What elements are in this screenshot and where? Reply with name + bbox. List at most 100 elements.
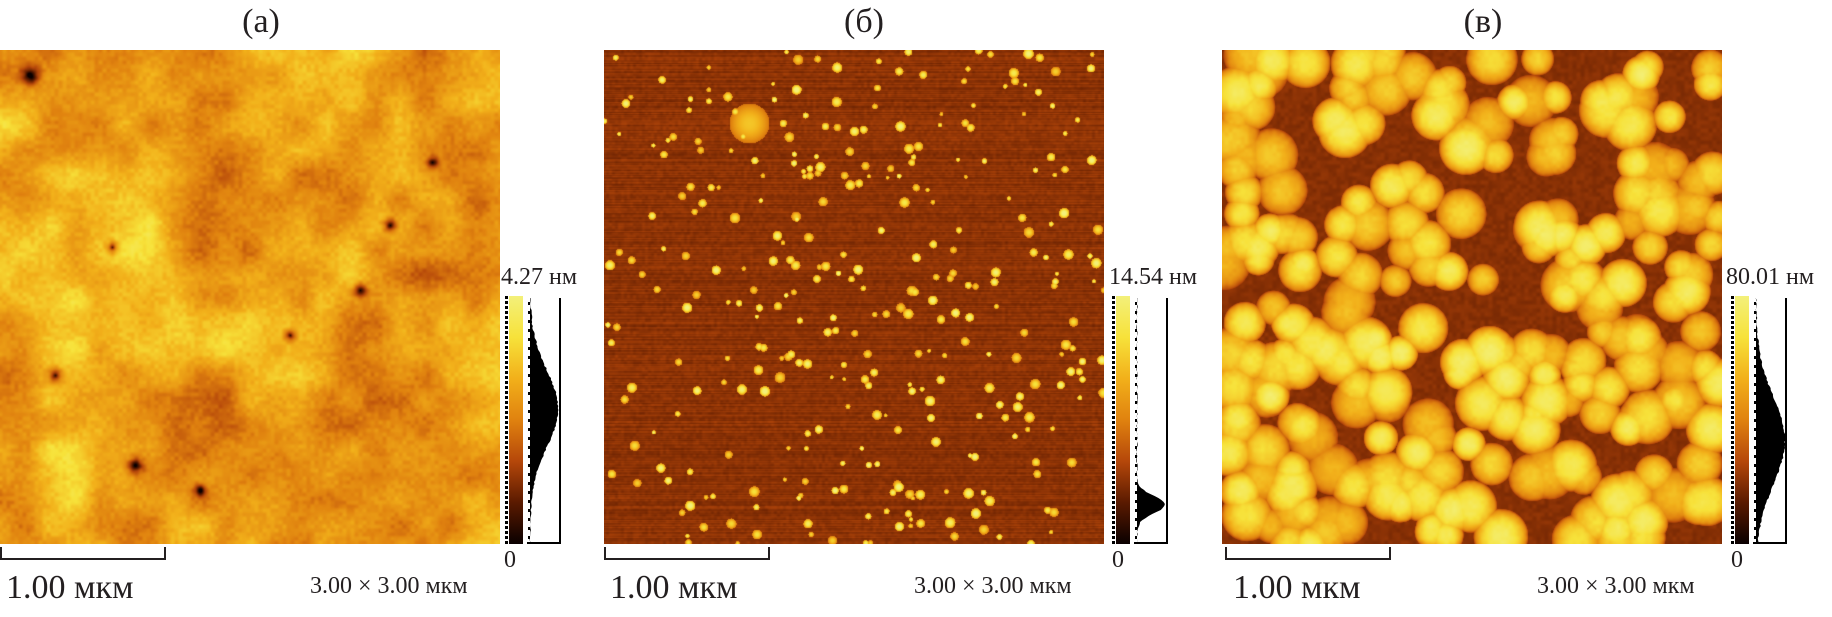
histogram-dot [528,410,530,413]
histogram-dot [1754,518,1756,521]
colorbar-max-label: 80.01 нм [1726,264,1814,290]
histogram-dot [528,518,530,521]
histogram-dot [1754,428,1756,431]
panel-label: (в) [1443,2,1523,42]
histogram-dot [1135,536,1137,539]
panel-label: (а) [221,2,301,42]
scan-size-label: 3.00 × 3.00 мкм [1537,572,1695,600]
histogram-dot [1754,455,1756,458]
panel-label: (б) [824,2,904,42]
scan-size-label: 3.00 × 3.00 мкм [914,572,1072,600]
histogram-area [1136,298,1165,544]
histogram-dot [1754,302,1756,305]
histogram-dot [528,302,530,305]
histogram-dot [528,419,530,422]
histogram-dot [528,347,530,350]
histogram-dot [1754,356,1756,359]
histogram-dot [1135,437,1137,440]
histogram-dot [528,482,530,485]
histogram-dot [528,356,530,359]
histogram-dot [528,437,530,440]
histogram-dot [1135,509,1137,512]
histogram-dot [1135,473,1137,476]
colorbar [1735,296,1749,544]
histogram-dot [1135,500,1137,503]
histogram-dot [528,464,530,467]
colorbar [509,296,523,544]
histogram-dot [528,473,530,476]
histogram-dot [1135,392,1137,395]
histogram-dot [1135,518,1137,521]
colorbar-min-label: 0 [1731,547,1743,573]
histogram-dot [528,527,530,530]
histogram-area [1756,298,1786,544]
colorbar-ticks [1112,296,1115,544]
histogram-dot [1754,464,1756,467]
histogram-dot [1135,419,1137,422]
histogram-dot [528,491,530,494]
histogram-dot [1754,338,1756,341]
colorbar-min-label: 0 [504,547,516,573]
scan-size-label: 3.00 × 3.00 мкм [310,572,468,600]
histogram-dot [1135,374,1137,377]
histogram-dot [1135,356,1137,359]
histogram-dot [528,320,530,323]
panel-a: (а) 4.27 нм 0 1.00 мкм 3.00 × 3.00 мкм [0,0,600,617]
histogram-dot [1135,320,1137,323]
histogram-dot [1754,491,1756,494]
histogram-dot [1754,365,1756,368]
histogram-dot [1135,482,1137,485]
histogram-dot [1135,383,1137,386]
histogram-dot [1754,536,1756,539]
histogram-dot [528,392,530,395]
colorbar-max-label: 14.54 нм [1109,264,1197,290]
histogram-dot [1135,491,1137,494]
histogram-dot [528,401,530,404]
height-histogram [1753,298,1787,544]
histogram-dot [1754,311,1756,314]
panel-c: (в) 80.01 нм 0 1.00 мкм 3.00 × 3.00 мкм [1221,0,1821,617]
histogram-dot [1754,392,1756,395]
histogram-dot [1754,329,1756,332]
histogram-dot [528,338,530,341]
histogram-dot [528,311,530,314]
afm-image [1222,50,1722,544]
scale-bar [1225,547,1391,560]
colorbar-min-label: 0 [1112,547,1124,573]
histogram-dot [1754,401,1756,404]
colorbar [1116,296,1130,544]
height-histogram [527,298,561,544]
histogram-dot [1754,509,1756,512]
histogram-dot [1135,464,1137,467]
histogram-dot [1754,446,1756,449]
histogram-dot [528,374,530,377]
histogram-area [530,298,559,544]
colorbar-max-label: 4.27 нм [501,264,577,290]
height-histogram [1134,298,1168,544]
histogram-dot [1754,419,1756,422]
colorbar-ticks [505,296,508,544]
histogram-dot [1135,410,1137,413]
scale-bar-label: 1.00 мкм [610,568,738,608]
histogram-dot [528,509,530,512]
histogram-dot [1754,320,1756,323]
histogram-dot [528,365,530,368]
histogram-dot [1754,383,1756,386]
scale-bar [0,547,166,560]
histogram-dot [1754,374,1756,377]
histogram-dot [1135,455,1137,458]
histogram-dot [1754,473,1756,476]
histogram-dot [1754,410,1756,413]
afm-image [0,50,500,544]
histogram-dot [528,446,530,449]
histogram-dot [528,500,530,503]
histogram-dot [1754,527,1756,530]
afm-image [604,50,1104,544]
histogram-dot [528,455,530,458]
histogram-dot [1754,347,1756,350]
scale-bar-label: 1.00 мкм [1233,568,1361,608]
histogram-dot [528,329,530,332]
histogram-dot [1135,401,1137,404]
scale-bar [604,547,770,560]
scale-bar-label: 1.00 мкм [6,568,134,608]
